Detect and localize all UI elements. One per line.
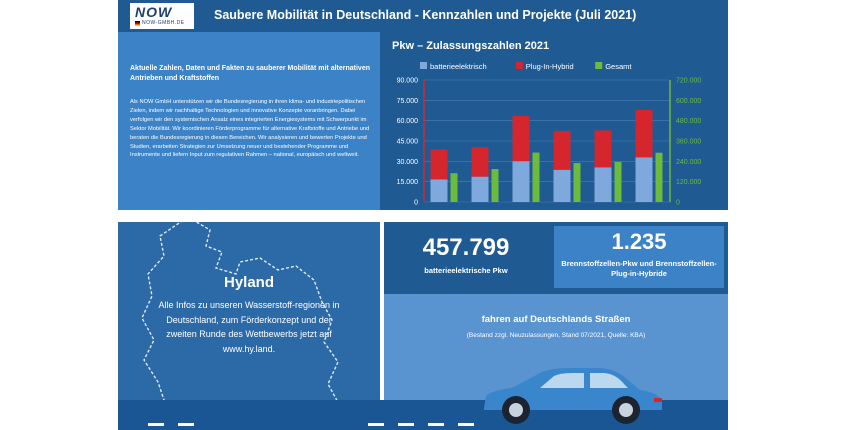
germany-map-icon: [141, 222, 341, 430]
lane-marking: [148, 423, 164, 426]
bev-count: 457.799: [422, 234, 510, 261]
x-tick-label: Juni: [643, 209, 657, 210]
y-left-tick-label: 90.000: [397, 78, 419, 85]
lane-marking: [458, 423, 474, 426]
y-right-tick-label: 600.000: [676, 98, 701, 105]
y-right-tick-label: 360.000: [676, 139, 701, 146]
fcev-count: 1.235: [611, 229, 667, 254]
bar-plug-in-hybrid: [512, 115, 530, 162]
legend-swatch: [515, 62, 523, 69]
now-logo[interactable]: NOW NOW-GMBH.DE: [130, 3, 194, 29]
x-tick-label: Feb: [479, 209, 492, 210]
bar-plug-in-hybrid: [635, 109, 653, 158]
fcev-label: Brennstoffzellen-Pkw und Brennstoffzelle…: [561, 259, 717, 278]
page-title: Saubere Mobilität in Deutschland - Kennz…: [214, 8, 637, 22]
hyland-title: Hyland: [223, 274, 274, 291]
y-left-tick-label: 75.000: [397, 98, 419, 105]
fcev-stat: 1.235 Brennstoffzellen-Pkw und Brennstof…: [554, 226, 724, 288]
bev-label: batterieelektrische Pkw: [424, 266, 508, 275]
legend-label: Plug-In-Hybrid: [526, 62, 574, 71]
y-left-tick-label: 0: [414, 200, 418, 207]
logo-wordmark: NOW: [135, 4, 173, 20]
german-flag-icon: [135, 21, 140, 26]
y-left-tick-label: 15.000: [397, 179, 419, 186]
y-right-tick-label: 240.000: [676, 159, 701, 166]
lane-marking: [178, 423, 194, 426]
bar-gesamt: [491, 169, 499, 202]
y-left-tick-label: 30.000: [397, 159, 419, 166]
bar-gesamt: [450, 173, 458, 202]
legend-label: Gesamt: [605, 62, 632, 71]
hyland-text: Alle Infos zu unseren Wasserstoff-region…: [158, 300, 340, 354]
bar-batterieelektrisch: [635, 157, 653, 202]
registration-chart: Pkw – Zulassungszahlen 2021 batterieelekt…: [392, 40, 701, 210]
bar-plug-in-hybrid: [553, 130, 571, 170]
lane-marking: [398, 423, 414, 426]
bar-batterieelektrisch: [553, 169, 571, 202]
column-divider: [380, 222, 384, 430]
bar-batterieelektrisch: [512, 161, 530, 202]
lane-marking: [428, 423, 444, 426]
x-tick-label: Mai: [602, 209, 614, 210]
bar-batterieelektrisch: [471, 176, 489, 202]
info-body: Als NOW GmbH unterstützen wir die Bundes…: [130, 99, 370, 159]
bar-batterieelektrisch: [594, 167, 612, 202]
y-right-tick-label: 720.000: [676, 78, 701, 85]
legend-swatch: [595, 62, 603, 69]
legend-label: batterieelektrisch: [430, 62, 487, 71]
y-left-tick-label: 60.000: [397, 118, 419, 125]
infographic: NOW NOW-GMBH.DE Saubere Mobilität in Deu…: [118, 0, 728, 430]
header-bar: NOW NOW-GMBH.DE Saubere Mobilität in Deu…: [118, 0, 728, 32]
bar-plug-in-hybrid: [471, 147, 489, 177]
info-panel: Aktuelle Zahlen, Daten und Fakten zu sau…: [118, 32, 380, 210]
lane-marking: [368, 423, 384, 426]
car-icon: [484, 368, 662, 424]
y-right-tick-label: 480.000: [676, 118, 701, 125]
chart-title: Pkw – Zulassungszahlen 2021: [392, 40, 549, 52]
roads-source-note: (Bestand zzgl. Neuzulassungen, Stand 07/…: [466, 332, 646, 339]
section-divider: [118, 210, 728, 222]
legend-swatch: [420, 62, 427, 69]
hyland-panel[interactable]: Hyland Alle Infos zu unseren Wasserstoff…: [118, 222, 380, 430]
y-right-tick-label: 120.000: [676, 179, 701, 186]
bar-plug-in-hybrid: [594, 130, 612, 168]
y-right-tick-label: 0: [676, 200, 680, 207]
bar-gesamt: [532, 152, 540, 202]
roads-title: fahren auf Deutschlands Straßen: [481, 314, 631, 325]
bev-stat: 457.799 batterieelektrische Pkw: [384, 222, 548, 290]
bar-batterieelektrisch: [430, 179, 448, 202]
info-heading: Aktuelle Zahlen, Daten und Fakten zu sau…: [130, 65, 370, 82]
bar-gesamt: [655, 152, 663, 202]
bar-gesamt: [573, 163, 581, 202]
y-left-tick-label: 45.000: [397, 139, 419, 146]
bar-gesamt: [614, 161, 622, 202]
chart-panel: Pkw – Zulassungszahlen 2021 batterieelekt…: [380, 32, 728, 210]
x-tick-label: März: [518, 209, 535, 210]
logo-url: NOW-GMBH.DE: [142, 20, 185, 26]
x-tick-label: Apr: [562, 209, 574, 210]
x-tick-label: Jan: [438, 209, 450, 210]
bar-plug-in-hybrid: [430, 149, 448, 180]
